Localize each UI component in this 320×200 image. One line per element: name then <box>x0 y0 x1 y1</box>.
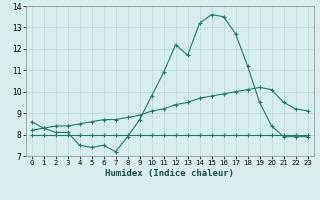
X-axis label: Humidex (Indice chaleur): Humidex (Indice chaleur) <box>105 169 234 178</box>
